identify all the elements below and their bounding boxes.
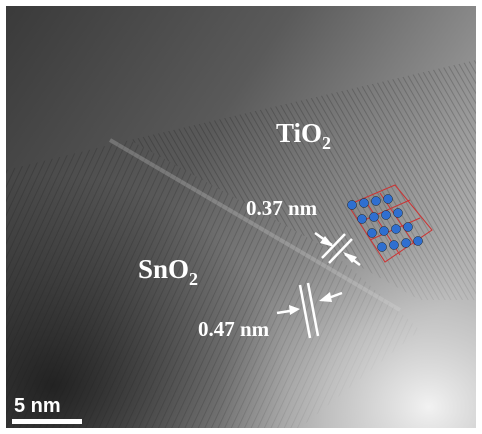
scale-bar [12,419,82,424]
atom [401,238,411,248]
atom [391,224,401,234]
spacing-label: 0.47 nm [198,317,270,341]
atom [359,198,369,208]
atom [357,214,367,224]
interface [108,138,402,312]
atom [403,222,413,232]
atom [377,242,387,252]
atom [379,226,389,236]
arrowheads [289,236,357,315]
atoms [347,194,423,252]
spacing-label: 0.37 nm [246,196,318,220]
atom [369,212,379,222]
atom [367,228,377,238]
sno2-label: SnO2 [138,254,198,289]
atom [347,200,357,210]
scale-bar-label: 5 nm [14,395,61,417]
atom [393,208,403,218]
atom [389,240,399,250]
atom [381,210,391,220]
tio2-label: TiO2 [276,118,331,153]
atom [413,236,423,246]
atom [371,196,381,206]
atom [383,194,393,204]
